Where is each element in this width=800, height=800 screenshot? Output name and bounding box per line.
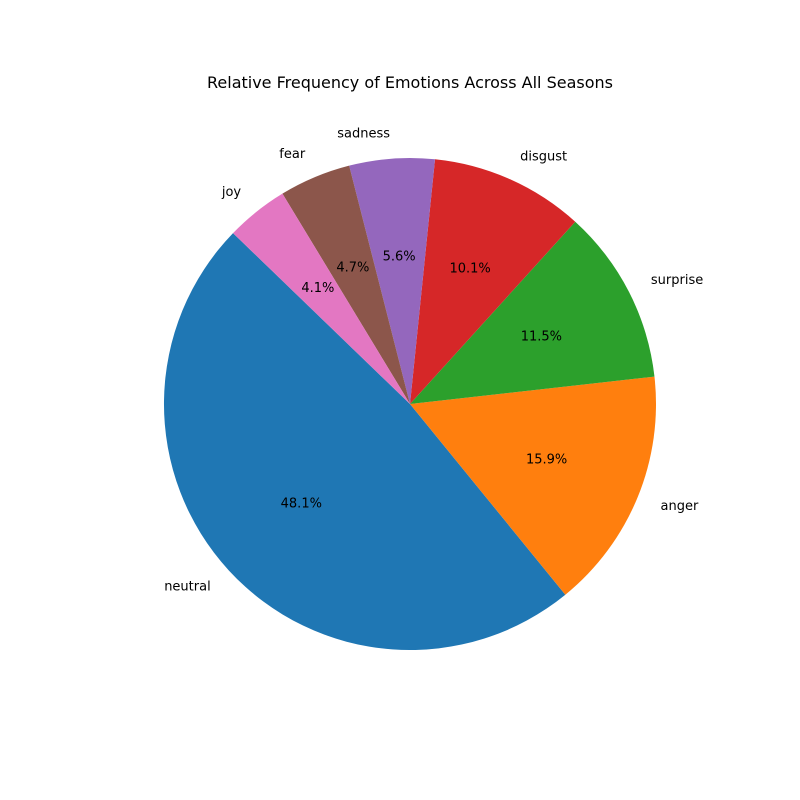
- category-label-sadness: sadness: [337, 127, 390, 142]
- category-label-fear: fear: [279, 147, 306, 162]
- percent-label-disgust: 10.1%: [449, 262, 490, 277]
- percent-label-neutral: 48.1%: [281, 496, 322, 511]
- category-label-anger: anger: [661, 499, 699, 514]
- pie-slice-surprise: [410, 221, 655, 404]
- pie-slice-anger: [410, 376, 657, 595]
- percent-labels: 48.1% 15.9% 11.5% 10.1% 5.6% 4.7%4.1%: [281, 249, 568, 511]
- pie-slice-neutral: [163, 233, 566, 651]
- percent-label-joy: 4.1%: [301, 281, 334, 296]
- category-label-neutral: neutral: [164, 580, 211, 595]
- chart-title: Relative Frequency of Emotions Across Al…: [207, 73, 613, 92]
- category-label-joy: joy: [221, 185, 242, 200]
- percent-label-sadness: 5.6%: [383, 249, 416, 264]
- percent-label-surprise: 11.5%: [521, 329, 562, 344]
- category-labels: neutral anger surprise disgust sadness fear jo…: [164, 127, 703, 595]
- pie-slice-fear: [282, 165, 410, 404]
- percent-label-fear: 4.7%: [336, 260, 369, 275]
- pie-slice-sadness: [349, 158, 436, 404]
- category-label-disgust: disgust: [520, 149, 567, 164]
- pie-slice-disgust: [410, 159, 576, 404]
- pie-slices: [163, 158, 657, 651]
- category-label-surprise: surprise: [651, 273, 703, 288]
- pie-slice-joy: [233, 193, 410, 404]
- percent-label-anger: 15.9%: [526, 452, 567, 467]
